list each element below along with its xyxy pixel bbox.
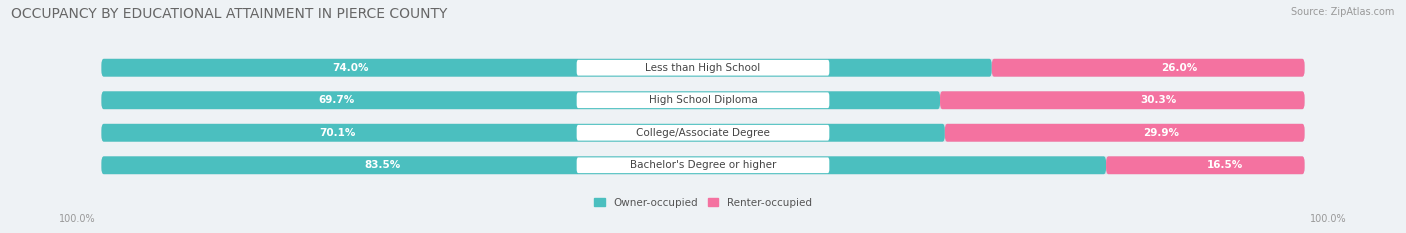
FancyBboxPatch shape (101, 156, 1107, 174)
Text: College/Associate Degree: College/Associate Degree (636, 128, 770, 138)
Text: 100.0%: 100.0% (1310, 214, 1347, 224)
FancyBboxPatch shape (576, 158, 830, 173)
FancyBboxPatch shape (101, 91, 941, 109)
FancyBboxPatch shape (991, 59, 1305, 77)
Text: 83.5%: 83.5% (364, 160, 401, 170)
Legend: Owner-occupied, Renter-occupied: Owner-occupied, Renter-occupied (591, 194, 815, 212)
Text: 30.3%: 30.3% (1140, 95, 1177, 105)
FancyBboxPatch shape (576, 125, 830, 141)
Text: 100.0%: 100.0% (59, 214, 96, 224)
FancyBboxPatch shape (1107, 156, 1305, 174)
Text: 69.7%: 69.7% (318, 95, 354, 105)
Text: Less than High School: Less than High School (645, 63, 761, 73)
Text: 26.0%: 26.0% (1161, 63, 1198, 73)
FancyBboxPatch shape (101, 91, 1305, 109)
Text: 70.1%: 70.1% (319, 128, 356, 138)
FancyBboxPatch shape (101, 59, 991, 77)
Text: OCCUPANCY BY EDUCATIONAL ATTAINMENT IN PIERCE COUNTY: OCCUPANCY BY EDUCATIONAL ATTAINMENT IN P… (11, 7, 447, 21)
Text: High School Diploma: High School Diploma (648, 95, 758, 105)
Text: 29.9%: 29.9% (1143, 128, 1178, 138)
FancyBboxPatch shape (101, 59, 1305, 77)
FancyBboxPatch shape (945, 124, 1305, 142)
FancyBboxPatch shape (101, 124, 1305, 142)
FancyBboxPatch shape (576, 60, 830, 75)
Text: Source: ZipAtlas.com: Source: ZipAtlas.com (1291, 7, 1395, 17)
FancyBboxPatch shape (101, 156, 1305, 174)
Text: 74.0%: 74.0% (332, 63, 368, 73)
FancyBboxPatch shape (101, 124, 945, 142)
FancyBboxPatch shape (941, 91, 1305, 109)
Text: Bachelor's Degree or higher: Bachelor's Degree or higher (630, 160, 776, 170)
FancyBboxPatch shape (576, 92, 830, 108)
Text: 16.5%: 16.5% (1208, 160, 1243, 170)
